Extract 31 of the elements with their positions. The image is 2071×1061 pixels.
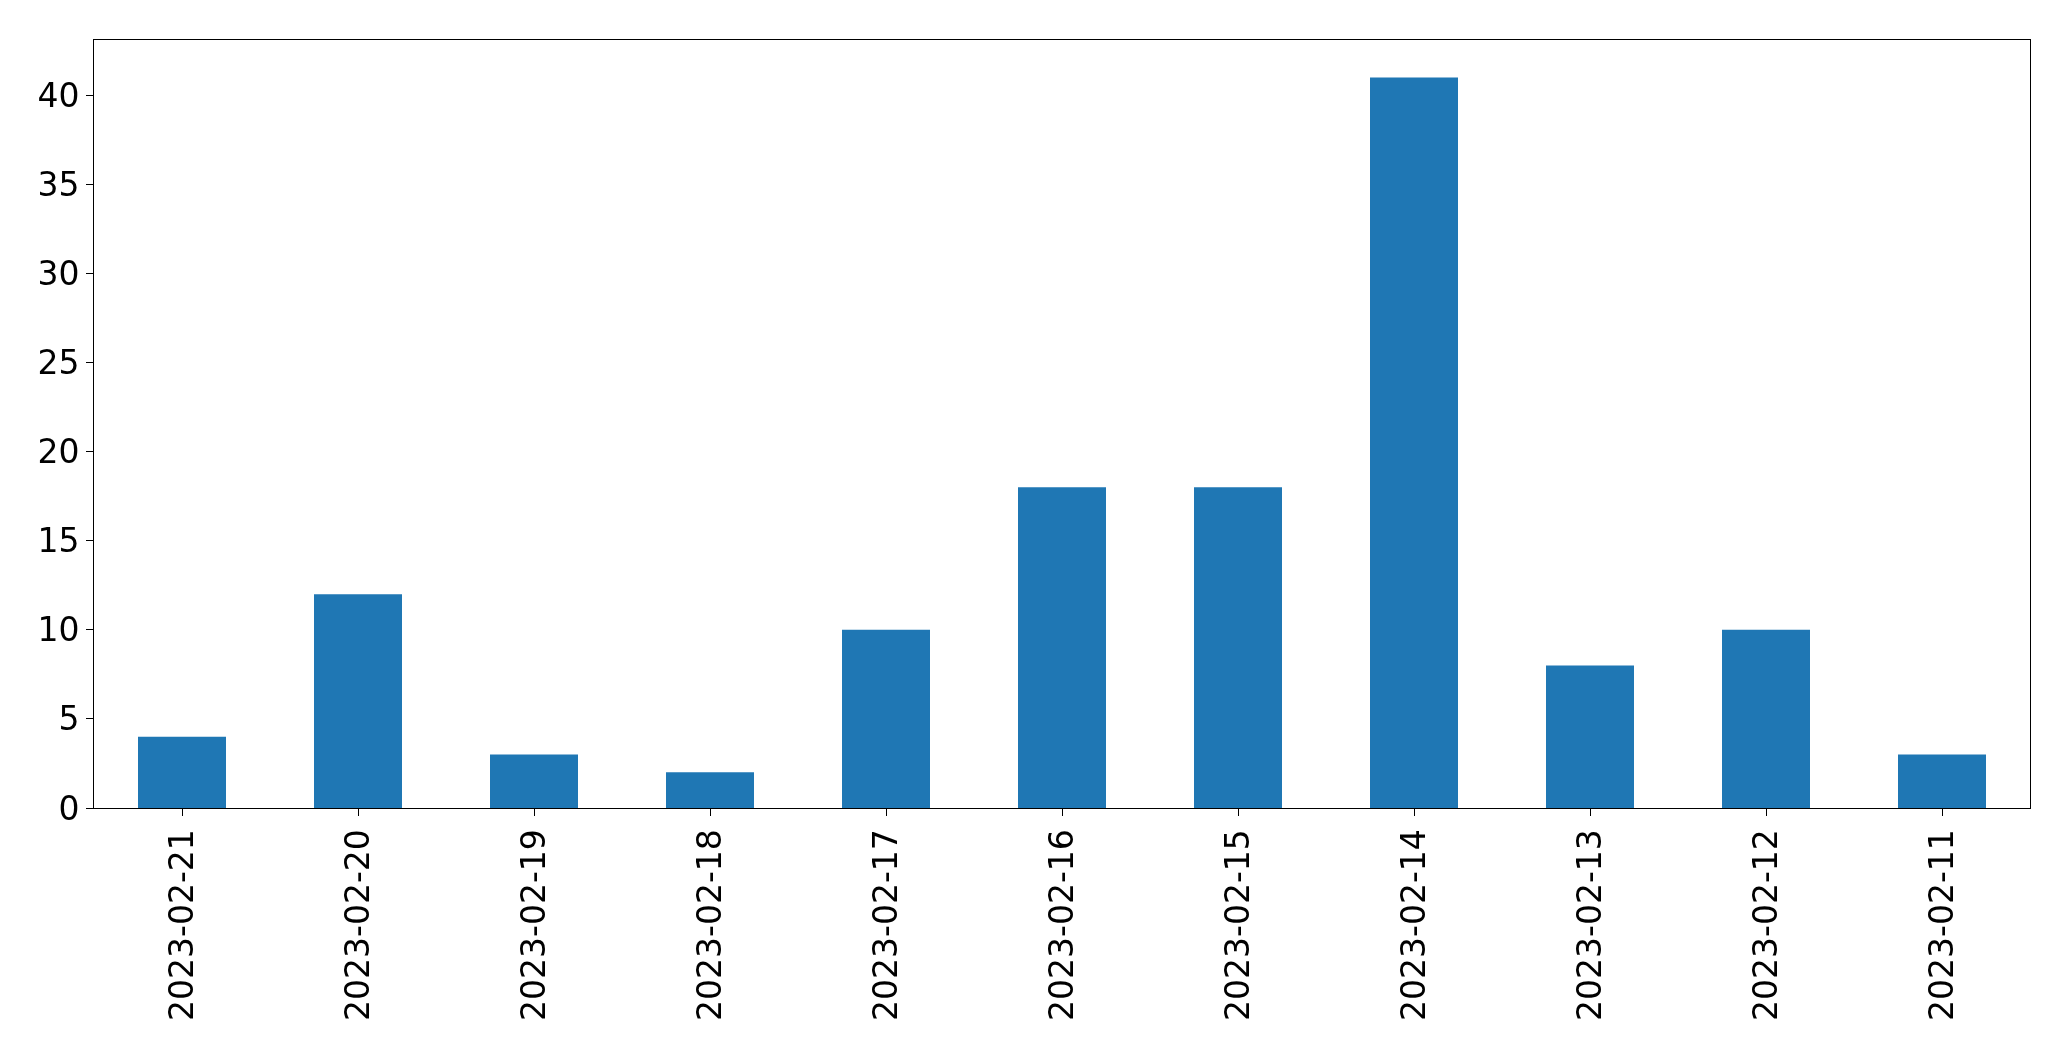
y-tick-label: 30 bbox=[37, 253, 80, 293]
bar bbox=[1722, 629, 1810, 808]
y-tick-label: 25 bbox=[37, 343, 80, 383]
x-tick-label: 2023-02-13 bbox=[1569, 829, 1609, 1021]
x-tick-label: 2023-02-18 bbox=[689, 829, 729, 1021]
x-tick-label: 2023-02-15 bbox=[1217, 829, 1257, 1021]
x-tick-label: 2023-02-16 bbox=[1041, 829, 1081, 1021]
bar bbox=[1546, 665, 1634, 808]
x-tick-label: 2023-02-21 bbox=[161, 829, 201, 1021]
bar bbox=[1194, 487, 1282, 808]
x-tick-label: 2023-02-19 bbox=[513, 829, 553, 1021]
y-tick-label: 10 bbox=[37, 610, 80, 650]
x-tick-label: 2023-02-12 bbox=[1745, 829, 1785, 1021]
x-tick-label: 2023-02-14 bbox=[1393, 829, 1433, 1021]
bar bbox=[1898, 754, 1986, 808]
y-tick-label: 40 bbox=[37, 75, 80, 115]
bar bbox=[1370, 77, 1458, 808]
y-tick-label: 5 bbox=[58, 699, 80, 739]
x-tick-label: 2023-02-11 bbox=[1921, 829, 1961, 1021]
x-tick-label: 2023-02-17 bbox=[865, 829, 905, 1021]
y-tick-label: 0 bbox=[58, 788, 80, 828]
bar bbox=[666, 772, 754, 808]
y-tick-label: 15 bbox=[37, 521, 80, 561]
bar bbox=[490, 754, 578, 808]
y-tick-label: 20 bbox=[37, 432, 80, 472]
bar bbox=[138, 736, 226, 808]
y-tick-label: 35 bbox=[37, 164, 80, 204]
bar bbox=[314, 594, 402, 808]
x-tick-label: 2023-02-20 bbox=[337, 829, 377, 1021]
bar bbox=[1018, 487, 1106, 808]
bar bbox=[842, 629, 930, 808]
